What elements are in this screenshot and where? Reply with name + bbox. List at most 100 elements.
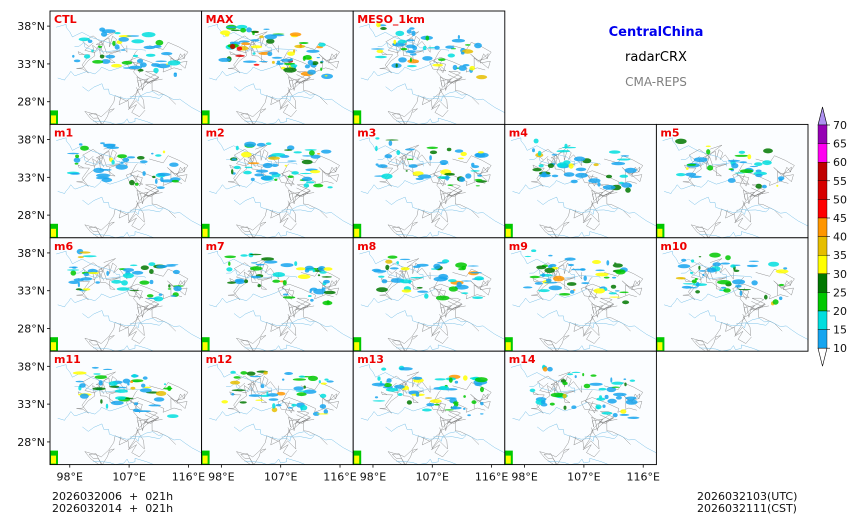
radar-echo [256, 142, 266, 147]
radar-echo [268, 398, 279, 401]
panel-background [504, 237, 657, 352]
province-border [429, 390, 486, 414]
river-line [207, 364, 272, 394]
panel-label: m8 [357, 240, 376, 253]
radar-echo [739, 290, 743, 296]
radar-echo [249, 375, 262, 378]
radar-echo [95, 281, 100, 284]
radar-echo [776, 184, 779, 187]
radar-echo [754, 162, 763, 167]
radar-echo [598, 387, 607, 391]
province-border [725, 174, 755, 223]
radar-echo [246, 27, 252, 33]
panel-m2: m2 [201, 123, 354, 239]
radar-echo [559, 293, 571, 296]
radar-echo [442, 259, 450, 263]
radar-echo [609, 296, 621, 298]
panel-meso-1km: MESO_1km [352, 10, 506, 125]
radar-echo [93, 167, 105, 173]
radar-echo [271, 153, 286, 157]
panel-frame [655, 237, 809, 352]
province-border [76, 31, 116, 74]
radar-echo [768, 261, 780, 267]
radar-echo [522, 286, 533, 289]
river-line [209, 401, 285, 421]
radar-echo [454, 149, 464, 153]
y-tick-label: 28°N [17, 323, 45, 336]
radar-echo [394, 384, 405, 389]
radar-echo [227, 281, 236, 284]
province-border [531, 144, 571, 187]
radar-echo [301, 176, 313, 182]
province-border [429, 50, 486, 74]
radar-echo [282, 280, 287, 286]
radar-echo [250, 262, 258, 264]
radar-echo [448, 279, 457, 283]
radar-echo [267, 393, 279, 397]
panel-m8: m8 [352, 237, 506, 352]
radar-echo [748, 260, 760, 262]
radar-echo [272, 33, 285, 35]
radar-echo [706, 149, 711, 155]
radar-echo [730, 264, 736, 268]
radar-echo [723, 288, 731, 293]
radar-echo [617, 158, 631, 161]
province-border [743, 184, 783, 218]
radar-echo [130, 386, 136, 390]
radar-echo [155, 39, 164, 46]
colorbar-segment [817, 180, 828, 200]
radar-echo [570, 179, 578, 184]
radar-echo [158, 293, 163, 296]
radar-echo [548, 254, 553, 257]
radar-echo [690, 271, 694, 274]
panel-m14: m14 [504, 350, 657, 466]
radar-echo [146, 294, 154, 298]
river-line [385, 423, 466, 442]
panel-m3: m3 [352, 123, 506, 239]
radar-echo [271, 407, 278, 413]
panel-m1: m1 [49, 123, 203, 239]
radar-echo [312, 269, 316, 273]
radar-echo [111, 63, 122, 68]
radar-echo [755, 183, 762, 189]
radar-echo [238, 40, 250, 43]
province-border [580, 163, 637, 187]
radar-echo [562, 381, 568, 386]
radar-echo [72, 371, 87, 375]
radar-echo [542, 366, 548, 372]
radar-echo [272, 272, 286, 278]
radar-echo [67, 152, 80, 155]
province-border [379, 144, 419, 187]
radar-echo [764, 294, 768, 300]
radar-echo [102, 368, 113, 370]
radar-echo [608, 150, 621, 154]
radar-echo [547, 163, 555, 168]
radar-echo [406, 39, 415, 42]
radar-echo [625, 187, 631, 193]
radar-echo [139, 62, 147, 68]
radar-echo [131, 270, 144, 275]
colorbar-segment [817, 124, 828, 144]
radar-echo [126, 35, 140, 37]
province-border [149, 42, 189, 69]
radar-echo [405, 44, 416, 49]
radar-echo [477, 174, 483, 177]
radar-echo [202, 342, 208, 351]
colorbar-tick-label: 15 [833, 324, 847, 337]
radar-echo [75, 154, 80, 159]
radar-echo [72, 266, 77, 269]
panel-m5: m5 [655, 123, 809, 239]
y-tick-label: 38°N [17, 247, 45, 260]
radar-echo [91, 49, 94, 53]
axis-labels: 38°N 33°N 28°N 38°N 33°N 28°N 38°N 33°N 28°N 38°N… [17, 20, 660, 483]
radar-echo [149, 269, 154, 274]
radar-echo [625, 399, 638, 405]
radar-echo [303, 389, 317, 394]
radar-echo [610, 377, 613, 383]
radar-echo [265, 142, 272, 145]
radar-echo [434, 403, 440, 406]
radar-echo [262, 162, 273, 169]
radar-echo [582, 373, 585, 377]
radar-echo [321, 276, 333, 278]
province-border [128, 301, 157, 344]
